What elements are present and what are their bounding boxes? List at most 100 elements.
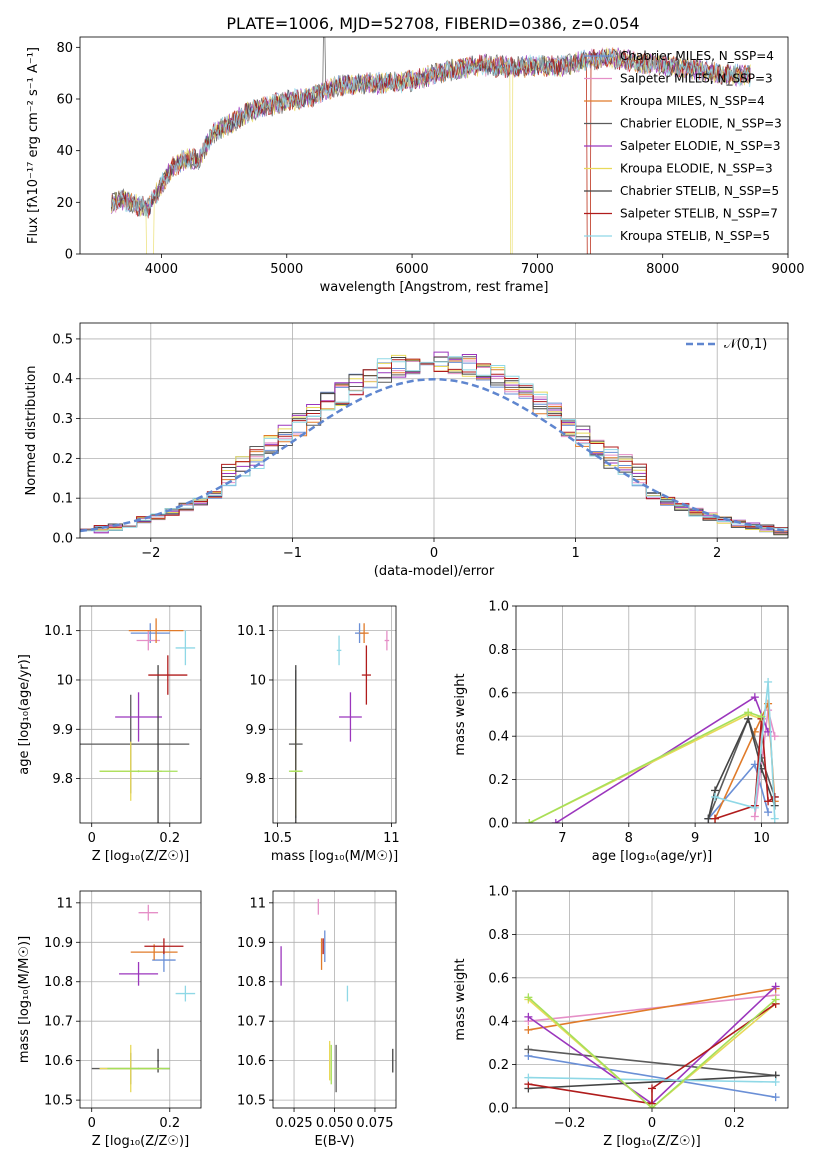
plot-area	[280, 898, 394, 1093]
axes-frame	[272, 890, 397, 1109]
y-axis-label: mass weight	[453, 958, 468, 1040]
y-tick-label: 0.2	[52, 452, 73, 467]
x-tick-label: 9000	[771, 262, 804, 277]
panel-residuals: −2 −1 0 1 2 0.0 0.1 0.2 0.3 0.4 0.5 (data-model)/er…	[24, 322, 789, 579]
x-tick-label: 9	[691, 831, 699, 846]
x-axis-label: Z [log₁₀(Z/Z☉)]	[92, 1134, 189, 1149]
y-tick-label: 0.8	[488, 643, 509, 658]
x-axis-label: Z [log₁₀(Z/Z☉)]	[92, 849, 189, 864]
y-tick-label: 0.4	[488, 1015, 509, 1030]
y-tick-label: 0	[65, 248, 73, 263]
axes-frame	[79, 605, 202, 824]
y-tick-label: 0.8	[488, 928, 509, 943]
x-axis-label: mass [log₁₀(M/M☉)]	[271, 849, 398, 864]
axes-frame	[272, 605, 397, 824]
y-tick-label: 20	[56, 196, 73, 211]
y-tick-label: 10.8	[44, 975, 73, 990]
x-tick-label: 10.5	[263, 831, 292, 846]
panel-spectrum: 4000 5000 6000 7000 8000 9000 0 20 40 60 80 wavelen…	[26, 36, 805, 295]
plot-area	[525, 677, 779, 823]
y-tick-label: 9.9	[245, 723, 266, 738]
x-tick-label: 7	[558, 831, 566, 846]
y-tick-label: 1.0	[488, 885, 509, 900]
y-tick-label: 1.0	[488, 600, 509, 615]
weight-line	[714, 681, 776, 819]
y-tick-label: 10.7	[44, 1015, 73, 1030]
legend-entry: Chabrier ELODIE, N_SSP=3	[620, 117, 782, 131]
x-tick-label: 11	[383, 831, 400, 846]
y-tick-label: 10.9	[44, 936, 73, 951]
x-tick-label: −2	[141, 546, 160, 561]
plot-area	[110, 37, 751, 254]
y-tick-label: 0.0	[488, 817, 509, 832]
weight-line	[528, 1074, 776, 1090]
weight-line	[555, 695, 769, 823]
legend-entry: Kroupa MILES, N_SSP=4	[620, 94, 765, 108]
legend-entry: Salpeter STELIB, N_SSP=7	[620, 207, 778, 221]
axes-frame	[79, 322, 789, 539]
x-tick-label: 0.2	[724, 1116, 745, 1131]
x-tick-label: 0	[430, 546, 438, 561]
legend-entry: Chabrier MILES, N_SSP=4	[620, 49, 774, 63]
y-tick-label: 10.1	[237, 624, 266, 639]
panel-age-vs-mass: 10.5 11 9.8 9.9 10 10.1 mass [log₁₀(M/M☉)]	[237, 605, 400, 864]
weight-line	[527, 998, 777, 1108]
y-tick-label: 40	[56, 144, 73, 159]
legend-entry: Salpeter MILES, N_SSP=3	[620, 72, 773, 86]
x-tick-label: 8	[625, 831, 633, 846]
weight-line	[707, 716, 776, 819]
axes-frame	[79, 36, 789, 255]
x-tick-label: 1	[571, 546, 579, 561]
y-tick-label: 80	[56, 41, 73, 56]
axes-frame	[515, 605, 789, 824]
plot-area	[80, 351, 788, 536]
x-tick-label: 0.2	[159, 1116, 180, 1131]
plot-area	[524, 982, 780, 1108]
y-axis-label: mass weight	[453, 673, 468, 755]
weight-line	[528, 994, 776, 1022]
panel-mass-weight-vs-age: 7 8 9 10 0.0 0.2 0.4 0.6 0.8 1.0 age [log₁₀(age/yr…	[453, 600, 789, 864]
y-tick-label: 11	[56, 896, 73, 911]
y-tick-label: 10.5	[44, 1094, 73, 1109]
y-tick-label: 0.3	[52, 412, 73, 427]
y-tick-label: 10	[249, 673, 266, 688]
x-tick-label: 0.025	[275, 1116, 312, 1131]
y-tick-label: 0.4	[488, 730, 509, 745]
y-tick-label: 0.0	[488, 1102, 509, 1117]
y-tick-label: 0.6	[488, 686, 509, 701]
x-tick-label: 2	[713, 546, 721, 561]
y-axis-label: Normed distribution	[24, 366, 39, 496]
x-axis-label: (data-model)/error	[374, 564, 495, 579]
y-tick-label: 10.6	[237, 1054, 266, 1069]
x-axis-label: wavelength [Angstrom, rest frame]	[320, 280, 549, 295]
legend: 𝒩(0,1)	[686, 337, 767, 352]
y-tick-label: 9.9	[52, 723, 73, 738]
x-tick-label: 8000	[646, 262, 679, 277]
y-axis-label: mass [log₁₀(M/M☉)]	[17, 936, 32, 1063]
weight-line	[528, 1003, 777, 1105]
y-tick-label: 10.5	[237, 1094, 266, 1109]
panel-mass-weight-vs-Z: −0.2 0 0.2 0.0 0.2 0.4 0.6 0.8 1.0 Z [log₁₀(Z/Z☉)…	[453, 885, 789, 1149]
x-tick-label: 6000	[396, 262, 429, 277]
panel-age-vs-Z: 0 0.2 9.8 9.9 10 10.1 Z [log₁₀(Z/Z☉)] age [log₁…	[17, 605, 202, 864]
weight-line	[528, 1076, 776, 1083]
x-tick-label: 7000	[521, 262, 554, 277]
plot-area	[91, 904, 196, 1093]
legend-entry: 𝒩(0,1)	[724, 337, 767, 352]
legend-entry: Kroupa STELIB, N_SSP=5	[620, 229, 770, 243]
legend: Chabrier MILES, N_SSP=4 Salpeter MILES, N…	[584, 49, 782, 243]
y-tick-label: 0.2	[488, 773, 509, 788]
x-tick-label: 0	[88, 831, 96, 846]
x-tick-label: 10	[753, 831, 770, 846]
y-tick-label: 10.8	[237, 975, 266, 990]
weight-line	[528, 1055, 776, 1098]
y-tick-label: 10.7	[237, 1015, 266, 1030]
y-tick-label: 0.2	[488, 1058, 509, 1073]
plot-area	[80, 618, 196, 823]
y-tick-label: 10	[56, 673, 73, 688]
plot-area	[288, 623, 390, 823]
y-tick-label: 0.6	[488, 971, 509, 986]
x-tick-label: 0.075	[356, 1116, 393, 1131]
legend-entry: Chabrier STELIB, N_SSP=5	[620, 184, 779, 198]
